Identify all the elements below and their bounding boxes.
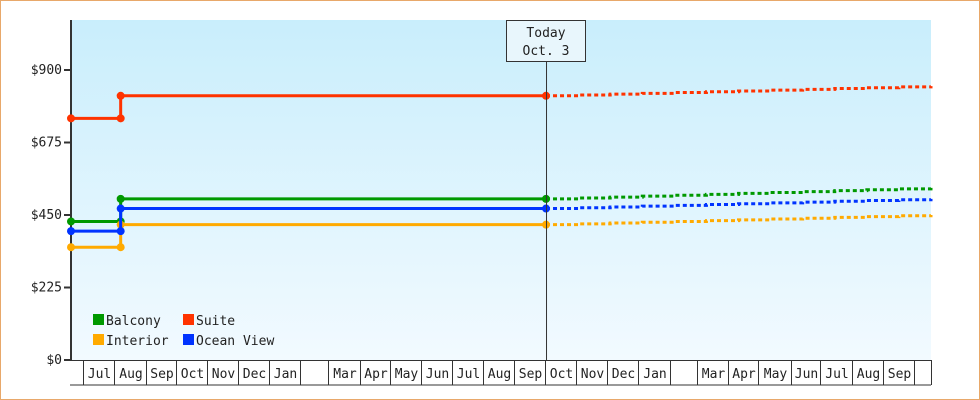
month-label: Nov (581, 367, 605, 382)
data-point (116, 243, 125, 252)
month-label: May (764, 367, 788, 382)
y-tick-label: $0 (46, 353, 62, 368)
month-label: Aug (119, 367, 142, 382)
month-label: Jun (795, 367, 818, 382)
data-point (67, 227, 75, 236)
data-point (116, 114, 125, 123)
data-point (116, 227, 125, 236)
series-projection-interior (546, 214, 933, 227)
data-point (67, 217, 75, 226)
legend-swatch-balcony (93, 314, 104, 325)
legend-label: Suite (196, 314, 235, 329)
legend-label: Interior (106, 334, 169, 349)
month-label: Jul (88, 367, 111, 382)
month-label: Mar (702, 367, 726, 382)
month-label: Dec (243, 367, 266, 382)
y-tick-label: $450 (31, 208, 62, 223)
month-label: Jul (825, 367, 848, 382)
series-projection-balcony (546, 187, 933, 201)
data-point (116, 91, 125, 100)
today-label: Today (526, 26, 565, 41)
month-label: Dec (612, 367, 635, 382)
month-label: Jun (426, 367, 449, 382)
month-label: Oct (550, 367, 573, 382)
series-projection-ocean-view (546, 198, 933, 211)
month-label: Apr (364, 367, 388, 382)
y-tick-label: $675 (31, 136, 62, 151)
month-label: Jan (643, 367, 666, 382)
month-label: Jan (274, 367, 297, 382)
legend-label: Ocean View (196, 334, 274, 349)
month-label: Sep (888, 367, 912, 382)
month-label: Sep (150, 367, 174, 382)
legend-swatch-interior (93, 334, 104, 345)
series-projection-suite (546, 85, 933, 98)
month-label: Mar (333, 367, 357, 382)
month-label: Jul (457, 367, 480, 382)
series-line-suite (71, 94, 547, 120)
today-date: Oct. 3 (523, 44, 570, 59)
plot-area (71, 20, 931, 360)
series-line-interior (71, 223, 547, 249)
legend-swatch-suite (183, 314, 194, 325)
data-point (116, 204, 125, 213)
month-label: Aug (488, 367, 511, 382)
y-tick-label: $225 (31, 281, 62, 296)
data-point (116, 194, 125, 203)
month-label: Nov (212, 367, 236, 382)
y-tick-label: $900 (31, 63, 62, 78)
series-line-ocean-view (71, 207, 547, 233)
legend-label: Balcony (106, 314, 161, 329)
legend-swatch-ocean-view (183, 334, 194, 345)
month-label: Oct (181, 367, 204, 382)
data-point (67, 114, 75, 123)
month-label: Aug (857, 367, 880, 382)
month-label: Apr (732, 367, 756, 382)
month-label: May (395, 367, 419, 382)
data-point (67, 243, 75, 252)
today-box (506, 20, 586, 62)
month-label: Sep (519, 367, 543, 382)
